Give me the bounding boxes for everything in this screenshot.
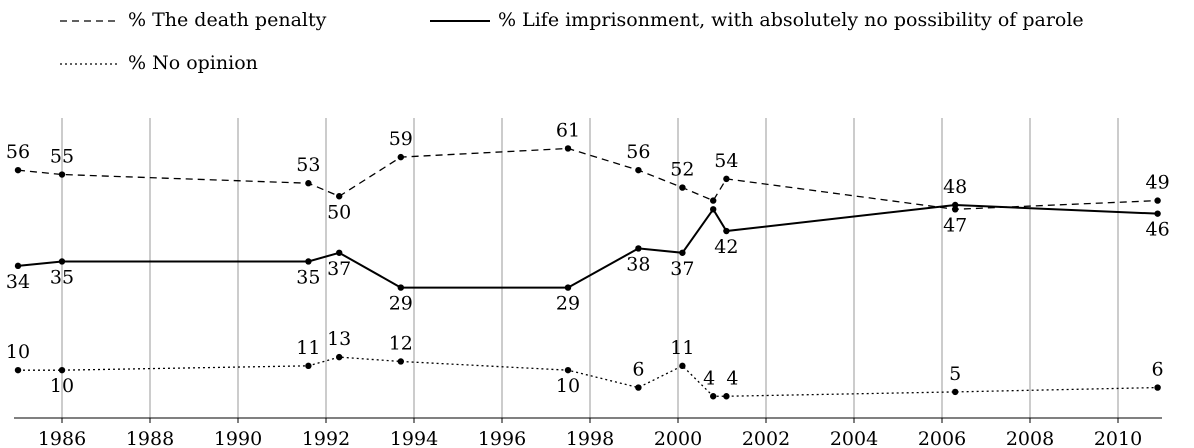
data-point	[336, 193, 343, 200]
data-point	[305, 362, 312, 370]
data-label: 11	[296, 337, 320, 359]
data-point	[58, 171, 66, 178]
data-point	[635, 166, 642, 174]
data-point	[564, 145, 572, 152]
data-point	[679, 184, 686, 191]
data-label: 55	[50, 146, 74, 168]
data-label: 46	[1146, 219, 1170, 241]
data-label: 54	[714, 150, 738, 172]
data-label: 53	[296, 154, 320, 176]
data-point	[397, 153, 404, 161]
data-label: 4	[726, 367, 738, 389]
series-line	[17, 147, 1158, 210]
data-point	[679, 249, 686, 256]
data-point	[679, 362, 686, 370]
data-label: 37	[327, 258, 351, 280]
data-label: 12	[389, 332, 413, 354]
data-label: 10	[6, 341, 30, 363]
data-label: 50	[327, 201, 351, 223]
x-tick-label: 1998	[566, 428, 614, 448]
x-tick-label: 1992	[302, 428, 350, 448]
data-point	[1154, 197, 1161, 204]
data-label: 59	[389, 128, 413, 150]
x-tick-label: 2008	[1006, 428, 1054, 448]
data-label: 10	[556, 375, 580, 397]
legend-label: % Life imprisonment, with absolutely no …	[498, 9, 1084, 31]
data-label: 6	[1152, 359, 1164, 381]
series-line	[18, 356, 1158, 397]
data-point	[305, 180, 312, 187]
legend-label: % The death penalty	[128, 9, 327, 31]
data-point	[397, 284, 404, 291]
x-tick-label: 1990	[214, 428, 262, 448]
data-point	[635, 384, 642, 391]
data-point	[710, 206, 717, 213]
data-label: 5	[949, 363, 961, 385]
data-point	[564, 366, 572, 374]
data-label: 61	[556, 119, 580, 141]
data-label: 10	[50, 375, 74, 397]
data-label: 56	[626, 141, 650, 163]
data-label: 49	[1146, 172, 1170, 194]
data-point	[952, 388, 959, 396]
data-label: 35	[296, 266, 320, 288]
data-label: 29	[556, 293, 580, 315]
data-label: 11	[670, 337, 694, 359]
data-point	[14, 166, 22, 174]
data-label: 34	[6, 271, 30, 293]
data-point	[635, 245, 642, 252]
data-label: 56	[6, 141, 30, 163]
data-point	[14, 366, 22, 374]
x-tick-label: 1994	[390, 428, 438, 448]
data-point	[564, 284, 572, 291]
data-label: 4	[703, 367, 715, 389]
data-point	[1154, 210, 1161, 217]
data-point	[58, 366, 66, 374]
data-label: 35	[50, 266, 74, 288]
data-point	[14, 262, 22, 270]
data-label: 29	[389, 293, 413, 315]
x-tick-label: 2010	[1094, 428, 1142, 448]
x-tick-label: 2006	[918, 428, 966, 448]
x-tick-label: 2002	[742, 428, 790, 448]
x-tick-label: 2000	[654, 428, 702, 448]
data-point	[723, 175, 730, 183]
x-tick-label: 1988	[126, 428, 174, 448]
data-label: 52	[670, 159, 694, 181]
x-tick-label: 1996	[478, 428, 526, 448]
data-label: 6	[632, 359, 644, 381]
data-point	[710, 197, 717, 204]
data-point	[1154, 384, 1161, 391]
data-point	[952, 201, 959, 209]
data-label: 38	[626, 253, 650, 275]
data-point	[336, 249, 343, 256]
data-label: 42	[714, 236, 738, 258]
data-label: 47	[943, 214, 967, 236]
data-point	[723, 393, 730, 400]
data-point	[305, 258, 312, 265]
data-point	[58, 258, 66, 265]
data-point	[723, 227, 730, 235]
legend-label: % No opinion	[128, 52, 258, 74]
data-point	[397, 358, 404, 365]
data-label: 48	[943, 176, 967, 198]
data-point	[336, 353, 343, 361]
series-line	[17, 203, 1158, 289]
data-label: 13	[327, 328, 351, 350]
x-tick-label: 1986	[38, 428, 86, 448]
data-point	[710, 393, 717, 400]
x-tick-label: 2004	[830, 428, 878, 448]
data-label: 37	[670, 258, 694, 280]
